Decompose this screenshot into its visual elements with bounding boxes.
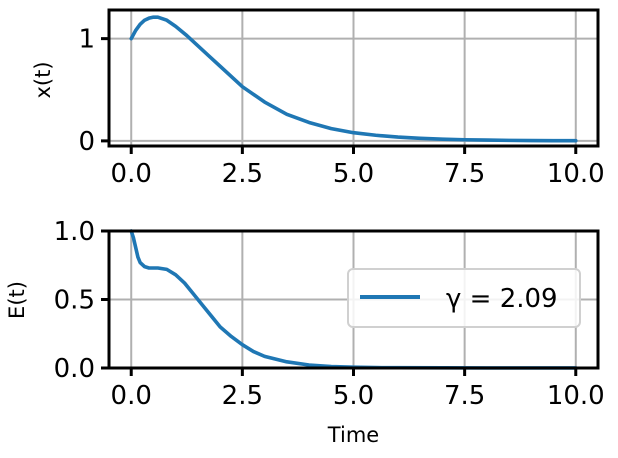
x-tick-label: 5.0 <box>333 381 374 411</box>
x-tick-label: 2.5 <box>222 381 263 411</box>
bottom-subplot: 0.0 2.5 5.0 7.5 10.0 0.0 0.5 1.0 E(t) Time γ = … <box>5 217 605 447</box>
x-tick-label: 10.0 <box>547 381 605 411</box>
x-tick-label: 2.5 <box>222 159 263 189</box>
y-tick-label: 1.0 <box>54 217 95 247</box>
x-tick-label: 0.0 <box>111 381 152 411</box>
top-subplot: 0.0 2.5 5.0 7.5 10.0 0 1 x(t) <box>31 8 605 189</box>
bottom-x-axis-label: Time <box>327 423 379 447</box>
y-tick-label: 0 <box>78 127 95 157</box>
top-series-line <box>129 15 578 143</box>
x-tick-label: 5.0 <box>333 159 374 189</box>
legend-entry-label: γ = 2.09 <box>446 284 558 314</box>
y-tick-label: 1 <box>78 25 95 55</box>
x-tick-label: 7.5 <box>444 159 485 189</box>
legend: γ = 2.09 <box>347 268 581 328</box>
top-y-axis-label: x(t) <box>31 61 55 98</box>
y-tick-label: 0.0 <box>54 354 95 384</box>
top-ticks: 0.0 2.5 5.0 7.5 10.0 0 1 <box>78 25 604 189</box>
x-tick-label: 0.0 <box>111 159 152 189</box>
y-tick-label: 0.5 <box>54 286 95 316</box>
x-tick-label: 7.5 <box>444 381 485 411</box>
legend-box <box>347 268 581 328</box>
bottom-y-axis-label: E(t) <box>5 281 29 319</box>
bottom-ticks: 0.0 2.5 5.0 7.5 10.0 0.0 0.5 1.0 <box>54 217 605 411</box>
x-tick-label: 10.0 <box>547 159 605 189</box>
